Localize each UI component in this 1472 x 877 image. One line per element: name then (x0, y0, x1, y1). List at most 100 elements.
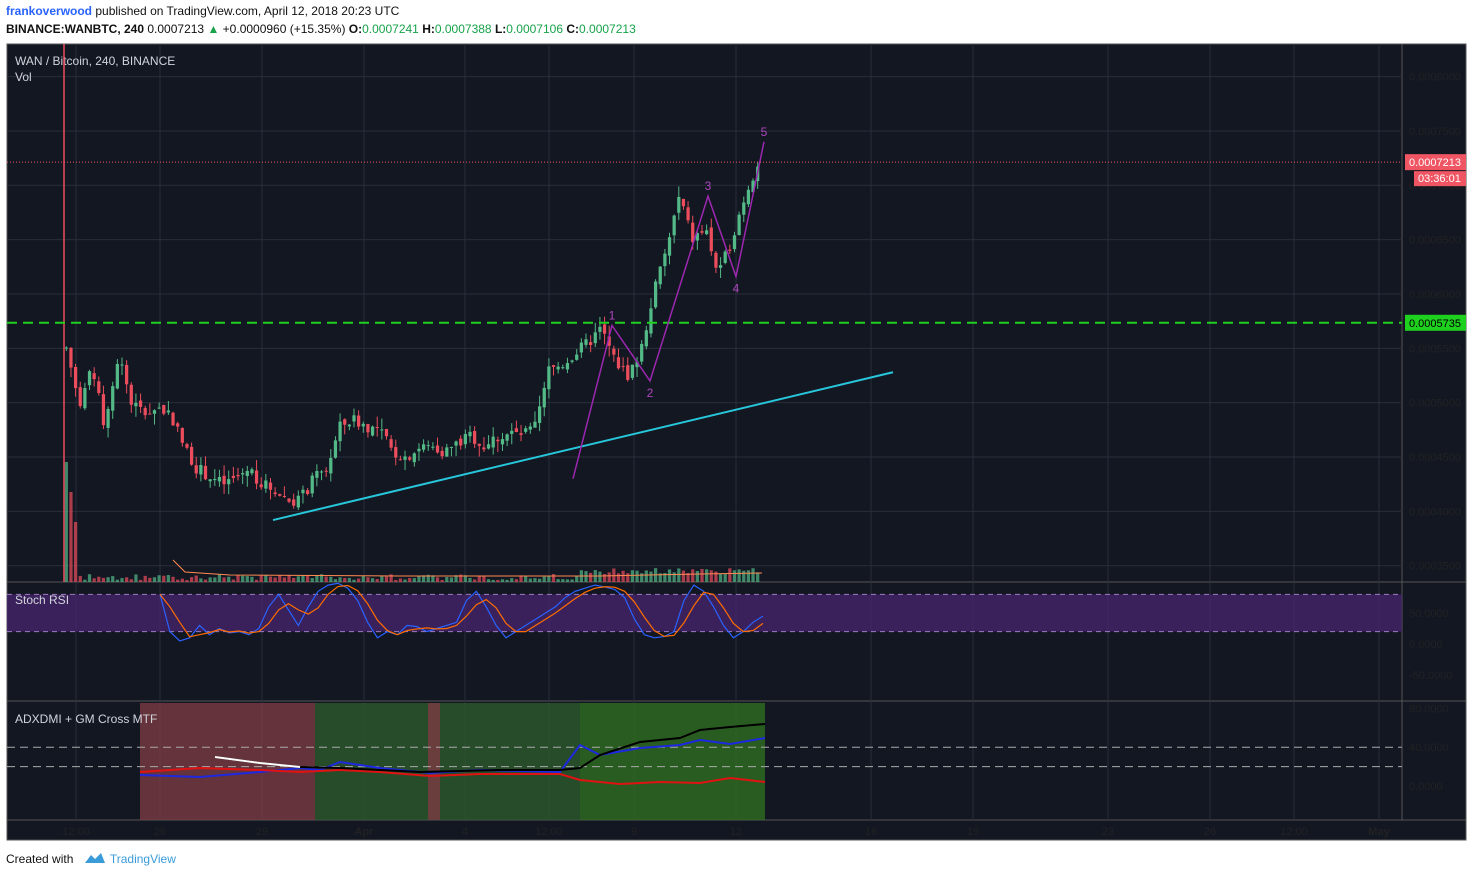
candle (700, 231, 704, 233)
elliott-wave-label: 5 (761, 125, 768, 139)
candle (120, 364, 124, 366)
candle (343, 419, 347, 425)
volume-bar (505, 579, 509, 582)
candle (292, 499, 296, 506)
candle (579, 342, 583, 353)
candle (677, 196, 681, 213)
candle (746, 189, 751, 205)
x-tick-label: Apr (355, 826, 375, 838)
candle (217, 476, 222, 482)
candle (101, 394, 106, 426)
author-link[interactable]: frankoverwood (6, 4, 93, 18)
candle (134, 402, 138, 407)
volume-bar (412, 578, 416, 582)
candle (143, 408, 147, 416)
volume-bar (482, 575, 486, 582)
volume-bar (338, 577, 342, 582)
volume-bar (468, 577, 472, 582)
candle (92, 373, 96, 380)
volume-bar (445, 577, 449, 582)
volume-bar (250, 576, 254, 582)
y-tick-label: 0.0007500 (1409, 126, 1461, 138)
candle (194, 465, 198, 474)
candle (742, 202, 746, 215)
stoch-k-line (159, 582, 764, 642)
candle (602, 324, 607, 334)
candle (421, 444, 426, 450)
volume-bar (259, 575, 263, 582)
volume-bar (547, 575, 551, 582)
volume-bar (496, 579, 500, 582)
candle (157, 407, 161, 409)
volume-bar (273, 577, 277, 582)
x-tick-label: 12:00 (535, 826, 563, 838)
volume-bar (227, 576, 231, 582)
candle (366, 423, 370, 433)
candle (482, 447, 486, 450)
x-tick-label: May (1368, 826, 1390, 838)
candle (162, 404, 166, 414)
volume-bar (677, 568, 681, 582)
volume-bar (129, 579, 133, 582)
adx-label: ADXDMI + GM Cross MTF (15, 712, 157, 726)
volume-bar (449, 577, 454, 582)
published-text: published on TradingView.com, April 12, … (95, 4, 400, 18)
candle (459, 438, 463, 446)
tradingview-brand[interactable]: TradingView (109, 852, 176, 866)
volume-bar (315, 575, 319, 582)
volume-bar (389, 574, 393, 582)
candle (310, 475, 314, 494)
candle (264, 480, 268, 489)
candle (171, 412, 175, 426)
candle (296, 495, 300, 508)
candle (213, 478, 217, 481)
candle (663, 253, 667, 267)
candle (686, 207, 690, 221)
volume-bar (166, 575, 171, 582)
candle (375, 427, 379, 429)
candle (347, 424, 351, 427)
volume-bar (477, 576, 481, 582)
candle (287, 498, 291, 502)
candle (477, 443, 481, 446)
candle (398, 459, 403, 461)
volume-bar (723, 573, 727, 582)
candle (537, 406, 542, 423)
volume-bar (700, 568, 704, 582)
candle (589, 342, 593, 346)
volume-bar (78, 575, 82, 582)
volume-bar (500, 579, 505, 582)
volume-bar (310, 578, 314, 582)
candle (199, 465, 203, 475)
candle (389, 439, 393, 448)
candle (273, 492, 277, 495)
volume-bar (203, 579, 208, 582)
candle (709, 227, 713, 252)
volume-bar (352, 579, 356, 582)
volume-bar (143, 575, 147, 582)
volume-bar (111, 576, 115, 582)
volume-bar (162, 575, 166, 582)
volume-bar (106, 577, 110, 582)
candle (593, 332, 597, 344)
candle (510, 430, 514, 434)
low-label: L: (494, 22, 507, 36)
volume-bar (87, 574, 92, 582)
created-with-text: Created with (6, 852, 74, 866)
x-tick-label: 26 (1204, 826, 1216, 838)
volume-bar (672, 572, 676, 582)
volume-bar (357, 578, 361, 582)
volume-bar (667, 569, 672, 582)
candle (417, 448, 421, 452)
ohlc-bar: BINANCE:WANBTC, 240 0.0007213 ▲ +0.00009… (6, 22, 636, 36)
volume-bar (616, 573, 621, 582)
volume-bar (751, 568, 755, 582)
candle (394, 447, 398, 458)
candle (315, 471, 319, 478)
volume-bar (398, 578, 403, 582)
candle (486, 444, 491, 449)
elliott-wave-label: 3 (705, 179, 712, 193)
candle (254, 470, 259, 484)
support-price-label-bg (1405, 314, 1466, 331)
